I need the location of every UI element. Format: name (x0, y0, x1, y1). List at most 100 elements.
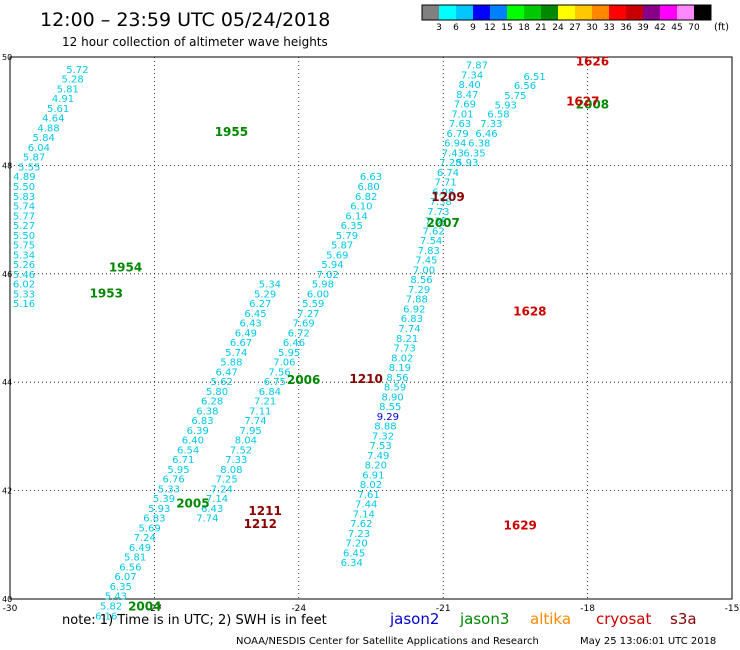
swh-value-label: 5.93 (495, 101, 517, 112)
pass-time-label: 1212 (244, 517, 277, 531)
swh-value-label: 6.35 (463, 148, 485, 159)
satellite-name-altika: altika (530, 610, 571, 628)
swh-value-label: 6.45 (244, 309, 266, 320)
swh-value-label: 5.28 (61, 75, 83, 86)
color-scale-label: 42 (654, 23, 665, 33)
swh-value-label: 6.92 (403, 304, 425, 315)
color-scale-bar: 3 6 9 12 15 18 21 24 27 30 33 36 39 42 45 70 (421, 4, 712, 33)
swh-value-label: 7.74 (398, 324, 420, 335)
color-scale-label: 39 (637, 23, 649, 33)
color-swatch (456, 5, 473, 20)
swh-value-label: 7.34 (461, 70, 483, 81)
swh-value-label: 6.56 (119, 562, 141, 573)
swh-value-label: 5.50 (13, 182, 35, 193)
color-swatch (422, 5, 439, 20)
swh-value-label: 6.02 (13, 280, 35, 291)
swh-value-label: 6.74 (437, 168, 459, 179)
swh-value-label: 7.87 (466, 61, 488, 72)
swh-value-label: 7.14 (206, 494, 228, 505)
swh-value-label: 6.58 (487, 109, 509, 120)
pass-time-label: 1210 (349, 372, 382, 386)
swh-value-label: 6.67 (230, 338, 252, 349)
swh-value-label: 8.08 (220, 465, 242, 476)
swh-value-label: 5.55 (18, 162, 40, 173)
swh-value-label: 7.61 (357, 490, 379, 501)
swh-value-label: 8.56 (410, 275, 432, 286)
swh-value-label: 7.25 (215, 475, 237, 486)
x-tick-label: -24 (291, 604, 306, 614)
color-scale-unit: (ft) (714, 22, 729, 33)
swh-value-label: 6.84 (259, 387, 281, 398)
swh-value-label: 5.46 (13, 270, 35, 281)
footer-note: note: 1) Time is in UTC; 2) SWH is in fe… (62, 613, 327, 628)
color-swatch (660, 5, 677, 20)
color-scale-label: 18 (518, 23, 530, 33)
color-swatch (473, 5, 490, 20)
swh-value-label: 6.83 (143, 514, 165, 525)
swh-value-label: 6.56 (514, 81, 536, 92)
swh-value-label: 7.49 (367, 451, 389, 462)
swh-value-label: 6.54 (177, 445, 199, 456)
color-scale-label: 21 (535, 23, 546, 33)
swh-value-label: 6.27 (249, 299, 271, 310)
swh-value-label: 7.21 (254, 397, 276, 408)
swh-value-label: 5.83 (13, 192, 35, 203)
color-swatch (524, 5, 541, 20)
swh-value-label: 6.43 (201, 504, 223, 515)
color-scale-label: 3 (436, 23, 442, 33)
swh-value-label: 6.39 (187, 426, 209, 437)
pass-time-label: 2004 (128, 600, 161, 614)
swh-value-label: 5.75 (504, 91, 526, 102)
swh-value-label: 5.26 (13, 260, 35, 271)
color-scale-label: 12 (484, 23, 495, 33)
swh-value-label: 5.79 (336, 231, 358, 242)
swh-value-label: 7.01 (451, 109, 473, 120)
swh-value-label: 6.28 (201, 397, 223, 408)
swh-value-label: 5.98 (312, 280, 334, 291)
swh-value-label: 7.20 (345, 539, 367, 550)
color-swatch (439, 5, 456, 20)
swh-value-label: 8.20 (365, 461, 387, 472)
swh-value-label: 6.98 (432, 187, 454, 198)
pass-time-label: 1211 (248, 504, 281, 518)
swh-value-label: 5.94 (321, 260, 343, 271)
swh-value-label: 8.59 (384, 383, 406, 394)
color-swatch (609, 5, 626, 20)
swh-value-label: 5.74 (225, 348, 247, 359)
swh-value-label: 7.74 (196, 514, 218, 525)
pass-time-label: 1626 (576, 54, 609, 68)
swh-value-label: 6.38 (196, 406, 218, 417)
swh-value-label: 7.71 (434, 178, 456, 189)
color-bar-frame (421, 4, 712, 21)
satellite-legend: jason2 jason3 altika cryosat s3a (389, 610, 697, 628)
pass-time-label: 1209 (431, 190, 464, 204)
swh-value-label: 7.27 (297, 309, 319, 320)
swh-value-label: 5.93 (148, 504, 170, 515)
y-tick-label: 42 (2, 487, 12, 496)
swh-value-label: 5.50 (13, 231, 35, 242)
swh-value-label: 5.95 (167, 465, 189, 476)
swh-value-label: 7.32 (372, 431, 394, 442)
swh-value-label: 5.34 (259, 280, 281, 291)
swh-value-label: 5.87 (331, 241, 353, 252)
pass-time-label: 1628 (513, 305, 546, 319)
swh-value-label: 5.43 (105, 592, 127, 603)
swh-value-label: 7.29 (408, 285, 430, 296)
pass-time-label: 1953 (90, 286, 123, 300)
x-tick-label: -18 (580, 604, 595, 614)
swh-value-label: 6.75 (264, 377, 286, 388)
swh-value-label: 7.24 (211, 484, 233, 495)
swh-value-label: 6.35 (110, 582, 132, 593)
swh-value-label: 5.77 (13, 211, 35, 222)
x-tick-label: -21 (436, 604, 451, 614)
swh-value-label: 5.81 (124, 553, 146, 564)
swh-value-label: 5.72 (66, 65, 88, 76)
color-swatch (694, 5, 711, 20)
footer-credit: NOAA/NESDIS Center for Satellite Applica… (236, 636, 539, 647)
axis-tick-labels: -30 -27 -24 -21 -18 -15 40 42 44 46 48 50 (2, 53, 739, 614)
swh-value-label: 7.69 (292, 319, 314, 330)
swh-value-label: 4.89 (13, 172, 35, 183)
pass-time-label: 2008 (576, 98, 609, 112)
swh-value-label: 7.11 (249, 406, 271, 417)
swh-value-label: 5.93 (456, 158, 478, 169)
